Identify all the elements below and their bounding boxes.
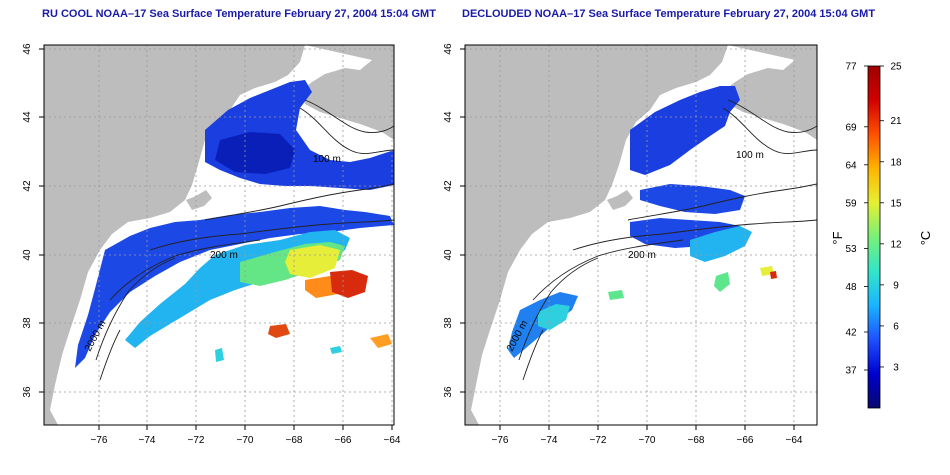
map-axes: 46 44 42 40 38 36 −76 −74 −72 −70 −68 −66 −64 [443,43,803,446]
fahrenheit-tick-label: 77 [845,62,857,73]
celsius-tick-label: 25 [890,62,902,73]
lon-tick-label: −74 [139,435,156,446]
temperature-colorbar: 77 69 64 59 53 48 42 37 25 21 18 15 12 9 6 3 °F °C [830,62,933,409]
sst-warm-red-2 [268,324,290,338]
lat-tick-label: 42 [22,180,33,192]
lat-tick-label: 40 [443,249,454,261]
sst-south-cyan [538,304,570,330]
contour-label-200m: 200 m [628,250,656,261]
right-panel-title: DECLOUDED NOAA–17 Sea Surface Temperatur… [462,8,876,20]
lat-tick-label: 36 [443,386,454,398]
lon-tick-label: −70 [237,435,254,446]
lon-tick-label: −64 [786,435,803,446]
bathymetry-contours [518,99,817,381]
lat-tick-label: 40 [22,249,33,261]
lat-tick-label: 42 [443,180,454,192]
celsius-tick-label: 6 [893,321,899,332]
fahrenheit-scale: 77 69 64 59 53 48 42 37 [845,62,868,377]
graticule [465,45,817,425]
land-mass [465,45,728,425]
lon-tick-label: −66 [737,435,754,446]
colorbar-gradient [867,65,881,409]
fahrenheit-tick-label: 37 [845,366,857,377]
sst-green-fragments [608,272,730,300]
lat-tick-label: 46 [22,43,33,55]
sst-hot-spot [770,271,777,279]
fahrenheit-tick-label: 64 [845,160,857,171]
nova-scotia-land [300,45,394,140]
map-axes: 46 44 42 40 38 36 −76 −74 −72 −70 −68 −66 −64 [22,43,401,446]
celsius-unit-label: °C [918,231,933,246]
celsius-tick-label: 12 [890,239,902,250]
contour-label-200m: 200 m [210,250,238,261]
lon-tick-label: −76 [492,435,509,446]
lon-tick-label: −64 [384,435,401,446]
contour-label-100m: 100 m [736,150,764,161]
bathymetry-contours [95,99,394,381]
celsius-scale: 25 21 18 15 12 9 6 3 [880,62,902,373]
lat-tick-label: 38 [443,317,454,329]
celsius-tick-label: 3 [893,362,899,373]
lat-tick-label: 38 [22,317,33,329]
lat-tick-label: 44 [443,111,454,123]
sst-slope-cyan [690,226,752,262]
map-frame [464,44,818,426]
celsius-tick-label: 21 [890,116,902,127]
fahrenheit-unit-label: °F [830,231,845,244]
lon-tick-label: −70 [639,435,656,446]
lat-tick-label: 36 [22,386,33,398]
celsius-tick-label: 15 [890,198,902,209]
cape-cod-land [607,190,633,210]
land-mass [44,45,305,425]
celsius-tick-label: 18 [890,157,902,168]
lon-tick-label: −66 [335,435,352,446]
map-frame [43,44,395,426]
cape-cod-land [186,190,212,210]
fahrenheit-tick-label: 69 [845,122,857,133]
celsius-tick-label: 9 [893,280,899,291]
fahrenheit-tick-label: 59 [845,198,857,209]
fahrenheit-tick-label: 53 [845,244,857,255]
sst-warm-red [330,270,368,298]
sst-gulf-of-maine [630,86,740,175]
sst-warm-yellow [285,245,340,278]
contour-label-100m: 100 m [313,154,341,165]
sst-shelf-blue [75,206,394,368]
fahrenheit-tick-label: 48 [845,282,857,293]
left-panel-title: RU COOL NOAA–17 Sea Surface Temperature … [42,8,436,20]
sst-warm-orange-2 [370,334,392,348]
lat-tick-label: 44 [22,111,33,123]
lat-tick-label: 46 [443,43,454,55]
lon-tick-label: −74 [541,435,558,446]
sst-deep-blue-patch [215,132,295,174]
sst-georges-blue [640,184,745,214]
lon-tick-label: −76 [91,435,108,446]
lon-tick-label: −72 [188,435,205,446]
fahrenheit-tick-label: 42 [845,328,857,339]
lon-tick-label: −68 [688,435,705,446]
nova-scotia-land [723,45,817,140]
lon-tick-label: −68 [286,435,303,446]
lon-tick-label: −72 [590,435,607,446]
